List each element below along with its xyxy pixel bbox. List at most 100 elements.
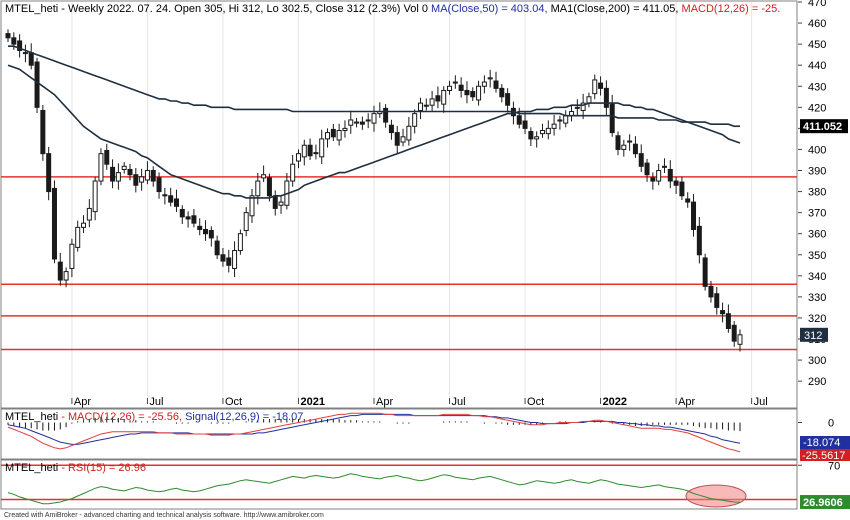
x-tick-label: 2021 bbox=[300, 396, 324, 408]
rsi-pane: 70 26.9606 MTEL_heti - RSI(15) = 26.96 bbox=[0, 459, 850, 510]
y-tick-label: 450 bbox=[808, 39, 826, 51]
rsi-value-badge-label: 26.9606 bbox=[803, 497, 843, 509]
candle-body-down bbox=[214, 240, 220, 256]
candle-body-up bbox=[278, 201, 284, 206]
candle-body-up bbox=[447, 85, 453, 91]
candle-body-down bbox=[150, 170, 156, 182]
candle-body-up bbox=[557, 119, 563, 122]
candle-body-down bbox=[388, 124, 394, 134]
y-tick-label: 460 bbox=[808, 18, 826, 30]
macd-value-badge bbox=[800, 449, 850, 461]
y-tick-label: 380 bbox=[808, 187, 826, 199]
candle-body-down bbox=[127, 168, 133, 176]
candle-body-down bbox=[603, 87, 609, 108]
candle-body-up bbox=[81, 222, 87, 228]
candle-body-up bbox=[487, 77, 493, 80]
macd-pane: 0 -18.074-25.5617 MTEL_heti - MACD(12,26… bbox=[0, 408, 850, 462]
candle-body-down bbox=[691, 201, 697, 230]
rsi-header-ticker: MTEL_heti bbox=[5, 462, 58, 474]
rsi-pane-frame bbox=[0, 459, 798, 510]
x-tick-label: Apr bbox=[678, 396, 695, 408]
candle-body-down bbox=[313, 152, 319, 155]
candle-body-up bbox=[476, 85, 482, 101]
candle-body-up bbox=[563, 115, 569, 124]
candle-body-up bbox=[656, 170, 662, 182]
candle-body-down bbox=[731, 324, 737, 342]
y-tick-label: 290 bbox=[808, 376, 826, 388]
candle-body-up bbox=[534, 136, 540, 140]
candle-body-up bbox=[406, 125, 412, 141]
candle-body-up bbox=[232, 250, 238, 269]
y-tick-label: 420 bbox=[808, 102, 826, 114]
y-tick-label: 340 bbox=[808, 271, 826, 283]
candle-body-down bbox=[220, 254, 226, 262]
candle-body-down bbox=[493, 80, 499, 89]
candle-body-down bbox=[638, 153, 644, 167]
last-close-label: 312 bbox=[804, 330, 822, 342]
candle-body-up bbox=[417, 102, 423, 111]
rsi-header: MTEL_heti - RSI(15) = 26.96 bbox=[5, 462, 146, 474]
candle-body-up bbox=[580, 102, 586, 111]
candle-body-down bbox=[528, 131, 534, 140]
price-pane: 2903003103203303403503603703803904004104… bbox=[0, 0, 848, 409]
candle-body-up bbox=[539, 129, 545, 135]
candle-body-down bbox=[110, 166, 116, 182]
price-grid bbox=[71, 2, 753, 398]
candle-body-up bbox=[301, 144, 307, 158]
candle-body-up bbox=[621, 144, 627, 150]
candle-body-up bbox=[336, 129, 342, 141]
candle-body-up bbox=[115, 172, 121, 182]
candle-body-up bbox=[261, 174, 267, 179]
candle-body-down bbox=[522, 120, 528, 129]
price-x-axis: Apr Jul Oct 2021 Apr Jul Oct 2022 Apr Jul bbox=[71, 396, 768, 408]
candle-body-down bbox=[464, 89, 470, 96]
candle-body-up bbox=[86, 207, 92, 221]
candle-body-up bbox=[365, 119, 371, 122]
candle-body-down bbox=[133, 174, 139, 186]
oversold-highlight-ellipse bbox=[685, 484, 747, 508]
candle-body-up bbox=[63, 271, 69, 281]
candle-body-down bbox=[435, 95, 441, 102]
macd-signal-badge bbox=[800, 436, 850, 449]
candle-body-up bbox=[481, 81, 487, 87]
candle-body-up bbox=[237, 233, 243, 252]
candle-body-down bbox=[162, 194, 168, 197]
candle-body-down bbox=[173, 198, 179, 207]
candle-body-down bbox=[679, 181, 685, 197]
macd-header: MTEL_heti - MACD(12,26) = -25.56, Signal… bbox=[5, 411, 303, 423]
macd-header-value: - MACD(12,26) = -25.56, bbox=[58, 411, 182, 423]
x-tick-label: 2022 bbox=[603, 396, 627, 408]
candle-body-up bbox=[69, 243, 75, 269]
macd-header-ticker: MTEL_heti bbox=[5, 411, 58, 423]
candle-body-down bbox=[11, 37, 17, 45]
x-tick-label: Apr bbox=[74, 396, 91, 408]
candle-body-up bbox=[592, 79, 598, 95]
candle-body-down bbox=[458, 84, 464, 91]
y-tick-label: 390 bbox=[808, 166, 826, 178]
candle-body-up bbox=[243, 212, 249, 232]
candle-body-up bbox=[325, 132, 331, 140]
candle-body-down bbox=[51, 187, 57, 260]
candle-body-down bbox=[499, 87, 505, 98]
candle-body-up bbox=[400, 136, 406, 143]
ma200-line bbox=[8, 45, 741, 128]
ma50-line bbox=[7, 64, 741, 199]
price-pane-frame bbox=[0, 0, 798, 409]
candle-body-up bbox=[586, 96, 592, 104]
price-header-macd: MACD(12,26) = -25. bbox=[682, 3, 781, 15]
candle-body-down bbox=[191, 215, 197, 224]
candle-body-down bbox=[383, 107, 389, 123]
candle-body-up bbox=[295, 153, 301, 162]
macd-histogram bbox=[7, 416, 741, 432]
candle-body-down bbox=[516, 115, 522, 125]
macd-last-value-labels: -18.074-25.5617 bbox=[800, 436, 850, 462]
candle-body-up bbox=[290, 163, 296, 182]
candle-body-down bbox=[104, 150, 110, 165]
price-header-ma200: MA1(Close,200) = 411.05, bbox=[551, 3, 679, 15]
candle-body-down bbox=[650, 177, 656, 182]
macd-y-tick-label: 0 bbox=[828, 418, 834, 430]
y-tick-label: 360 bbox=[808, 229, 826, 241]
last-close-badge bbox=[800, 327, 828, 342]
y-tick-label: 330 bbox=[808, 292, 826, 304]
last-ma-label: 411.052 bbox=[803, 121, 842, 133]
